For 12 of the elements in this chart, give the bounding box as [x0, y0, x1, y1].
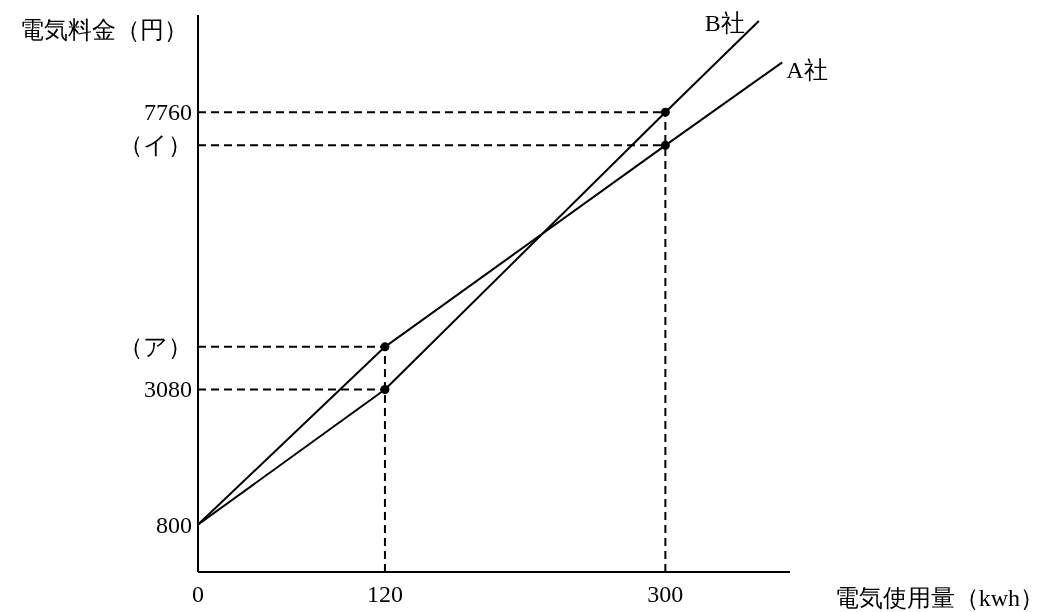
y-tick: （ア）	[119, 333, 192, 360]
series-label: B社	[704, 9, 745, 36]
x-tick: 300	[647, 581, 684, 607]
y-tick: 7760	[144, 99, 192, 126]
y-label: 電気料金（円）	[20, 17, 188, 43]
y-tick: 800	[156, 511, 192, 538]
series-label: A社	[786, 57, 828, 84]
y-tick: 3080	[144, 376, 192, 403]
y-tick: （イ）	[119, 132, 192, 159]
x-tick: 0	[192, 581, 204, 607]
x-label: 電気使用量（kwh）	[834, 585, 1044, 611]
x-tick: 120	[366, 581, 403, 607]
